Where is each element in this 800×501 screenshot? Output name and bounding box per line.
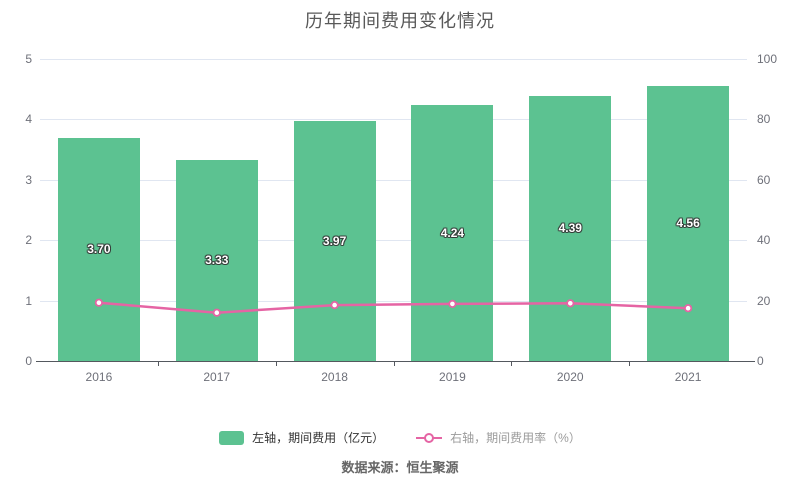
x-axis-label-2019: 2019 bbox=[439, 370, 466, 384]
bar-value-label: 4.24 bbox=[440, 226, 465, 240]
x-axis-label-2016: 2016 bbox=[85, 370, 113, 384]
bar-2016[interactable] bbox=[57, 137, 140, 361]
x-axis-line bbox=[36, 361, 755, 362]
bar-2017[interactable] bbox=[175, 159, 258, 361]
x-axis-label-2021: 2021 bbox=[674, 370, 702, 384]
line-point-2018[interactable] bbox=[330, 301, 339, 310]
plot-area: 3.70 3.33 3.97 4.24 4.39 4.56 2016 2017 2018 2019… bbox=[40, 59, 747, 384]
x-axis-label-2018: 2018 bbox=[321, 370, 348, 384]
bar-value-label: 4.56 bbox=[676, 216, 700, 231]
bar-series-swatch-icon bbox=[219, 430, 245, 445]
legend-label-expense-rate: 右轴，期间费用率（%） bbox=[450, 431, 581, 445]
right-axis-tick-label: 0 bbox=[757, 354, 764, 368]
bar-value-label: 3.70 bbox=[87, 242, 111, 257]
right-axis-tick-label: 20 bbox=[757, 293, 771, 308]
left-axis-tick-label: 5 bbox=[25, 52, 32, 66]
bar-2018[interactable] bbox=[293, 121, 376, 361]
right-axis-tick-label: 60 bbox=[757, 172, 771, 187]
x-axis-tick bbox=[511, 361, 513, 366]
line-point-2016[interactable] bbox=[94, 298, 104, 307]
bar-2020[interactable] bbox=[529, 95, 612, 361]
bar-value-label: 4.39 bbox=[558, 221, 582, 236]
line-point-2021[interactable] bbox=[683, 304, 693, 313]
legend-label-expense: 左轴，期间费用（亿元） bbox=[252, 431, 385, 445]
chart-title: 历年期间费用变化情况 bbox=[305, 11, 495, 31]
gridline bbox=[40, 300, 747, 302]
x-axis-tick bbox=[275, 361, 277, 366]
gridline bbox=[40, 179, 747, 181]
right-axis-tick-label: 80 bbox=[757, 112, 771, 127]
left-axis-tick-label: 1 bbox=[25, 293, 32, 308]
right-axis-tick-label: 40 bbox=[757, 233, 771, 248]
bar-2019[interactable] bbox=[411, 104, 494, 361]
data-source-caption: 数据来源：恒生聚源 bbox=[341, 460, 459, 475]
x-axis-label-2017: 2017 bbox=[203, 370, 231, 384]
x-axis-tick bbox=[393, 361, 395, 366]
bar-value-label: 3.97 bbox=[322, 234, 347, 249]
bar-2021[interactable] bbox=[647, 85, 730, 361]
line-point-2020[interactable] bbox=[566, 299, 575, 308]
bar-value-label: 3.33 bbox=[205, 253, 229, 268]
expense-rate-line bbox=[94, 298, 693, 317]
line-series-swatch-icon bbox=[416, 432, 443, 444]
x-axis-tick bbox=[157, 361, 159, 366]
right-axis-tick-label: 100 bbox=[757, 52, 778, 66]
legend: 左轴，期间费用（亿元） 右轴，期间费用率（%） bbox=[0, 429, 800, 446]
left-axis-tick-label: 3 bbox=[25, 172, 32, 187]
gridline bbox=[40, 240, 747, 242]
gridline bbox=[40, 119, 747, 121]
x-axis-label-2020: 2020 bbox=[556, 370, 584, 384]
left-axis-tick-label: 2 bbox=[25, 233, 32, 248]
legend-item-expense-bar[interactable]: 左轴，期间费用（亿元） bbox=[219, 429, 384, 446]
left-axis-tick-label: 0 bbox=[25, 354, 32, 368]
left-axis-tick-label: 4 bbox=[25, 112, 32, 127]
x-axis-tick bbox=[629, 361, 631, 366]
line-point-2019[interactable] bbox=[448, 299, 457, 308]
legend-item-expense-rate-line[interactable]: 右轴，期间费用率（%） bbox=[416, 429, 581, 446]
gridline bbox=[40, 59, 747, 60]
line-point-2017[interactable] bbox=[212, 308, 221, 317]
